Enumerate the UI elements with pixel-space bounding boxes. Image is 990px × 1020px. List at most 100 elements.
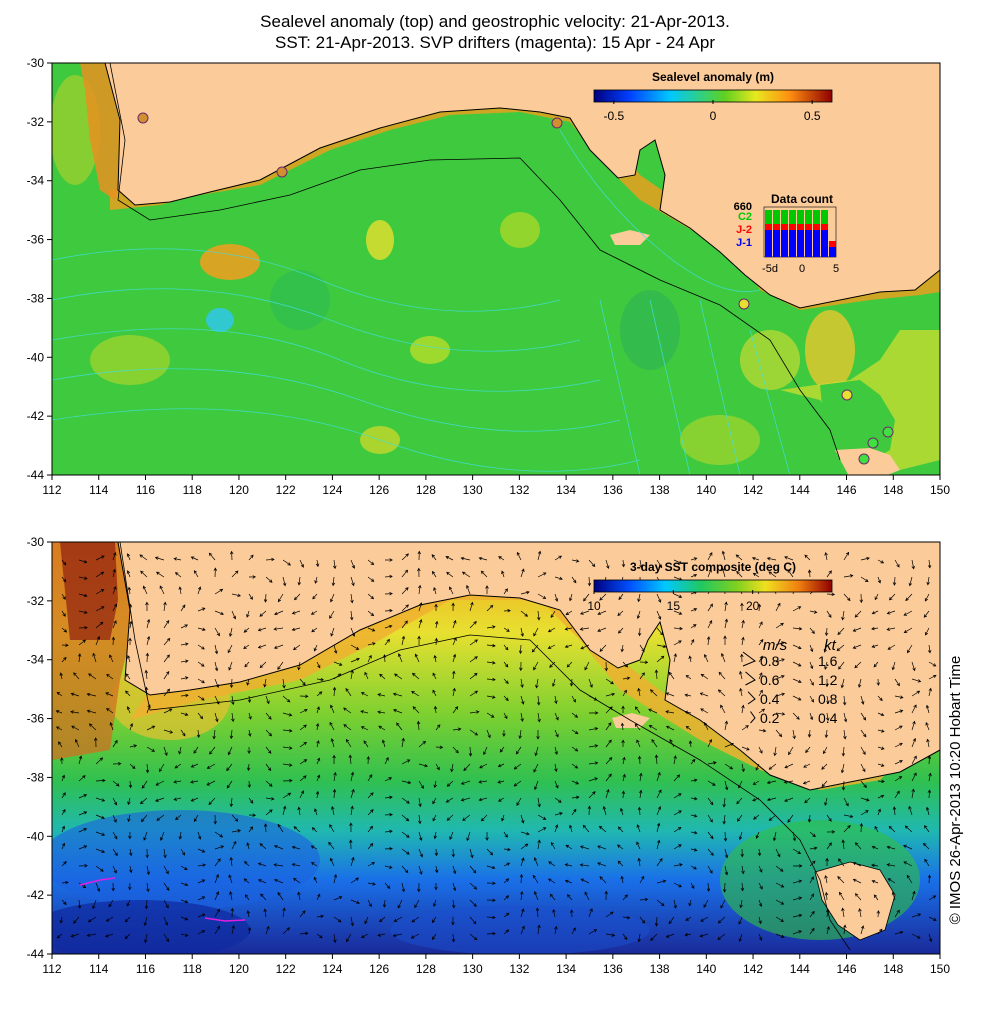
velocity-arrow: [740, 848, 744, 858]
velocity-arrow: [579, 863, 590, 867]
velocity-arrow: [690, 796, 698, 801]
velocity-arrow: [88, 673, 97, 680]
data-count-bar-j1: [821, 230, 828, 257]
sla-lon-label: 142: [743, 483, 763, 497]
velocity-arrow: [723, 831, 728, 842]
data-count-bar-j2: [773, 224, 780, 230]
velocity-arrow: [755, 831, 760, 839]
velocity-arrow: [720, 704, 726, 714]
velocity-arrow: [145, 652, 150, 663]
velocity-arrow: [78, 755, 83, 765]
velocity-arrow: [469, 899, 477, 907]
drifter-track: [79, 877, 116, 886]
sst-map: [52, 542, 940, 954]
velocity-arrow: [599, 593, 607, 601]
velocity-arrow: [411, 916, 420, 923]
velocity-arrow: [741, 865, 745, 875]
velocity-arrow: [486, 643, 496, 648]
velocity-arrow: [840, 763, 845, 774]
velocity-arrow: [246, 842, 250, 850]
velocity-arrow: [446, 780, 454, 787]
velocity-arrow: [190, 797, 199, 802]
velocity-arrow: [452, 653, 457, 663]
velocity-arrow: [316, 914, 324, 919]
velocity-arrow: [533, 763, 539, 773]
velocity-arrow: [360, 933, 369, 938]
map-title-line-1: Sealevel anomaly (top) and geostrophic v…: [260, 12, 730, 31]
velocity-arrow: [434, 603, 438, 612]
velocity-arrow: [537, 610, 541, 621]
velocity-arrow: [178, 831, 183, 840]
velocity-arrow: [92, 899, 97, 910]
velocity-arrow: [367, 809, 374, 816]
velocity-arrow: [877, 695, 883, 702]
velocity-arrow: [860, 925, 865, 935]
velocity-arrow: [277, 891, 284, 901]
velocity-arrow: [639, 789, 643, 799]
velocity-arrow: [78, 828, 88, 833]
velocity-arrow: [751, 556, 760, 561]
velocity-arrow: [214, 627, 220, 637]
velocity-arrow: [282, 712, 293, 717]
velocity-arrow: [740, 602, 744, 612]
velocity-arrow: [588, 678, 593, 688]
velocity-arrow: [775, 882, 785, 888]
velocity-arrow: [128, 603, 133, 612]
velocity-arrow: [111, 882, 115, 892]
velocity-arrow: [310, 610, 318, 615]
velocity-arrow: [451, 933, 456, 943]
velocity-arrow: [840, 678, 845, 689]
velocity-arrow: [843, 729, 847, 740]
velocity-arrow: [757, 603, 762, 612]
sst-patch: [390, 905, 650, 954]
velocity-arrow: [923, 610, 930, 618]
velocity-arrow: [214, 661, 219, 672]
velocity-arrow: [533, 627, 539, 637]
sst-lon-label: 112: [42, 962, 61, 976]
velocity-arrow: [299, 724, 307, 731]
velocity-arrow: [197, 879, 206, 884]
velocity-arrow: [688, 899, 692, 907]
velocity-arrow: [197, 678, 205, 684]
velocity-arrow: [360, 692, 369, 697]
velocity-arrow: [597, 862, 607, 867]
velocity-arrow: [263, 678, 267, 688]
velocity-arrow: [826, 830, 836, 834]
velocity-arrow: [588, 711, 599, 715]
velocity-arrow: [273, 644, 284, 649]
velocity-arrow: [345, 687, 352, 697]
velocity-arrow: [486, 931, 496, 936]
velocity-arrow: [597, 610, 607, 616]
velocity-arrow: [231, 829, 242, 833]
velocity-arrow: [434, 637, 439, 646]
velocity-arrow: [78, 845, 88, 850]
velocity-arrow: [656, 627, 664, 636]
velocity-arrow: [180, 848, 186, 856]
velocity-arrow: [842, 695, 847, 706]
sla-anomaly-blob: [206, 308, 234, 332]
velocity-arrow: [826, 610, 832, 618]
velocity-arrow: [588, 761, 599, 765]
velocity-arrow: [860, 576, 869, 582]
velocity-arrow: [823, 644, 828, 653]
velocity-arrow: [160, 831, 165, 841]
velocity-arrow: [360, 710, 369, 714]
sst-patch: [52, 810, 320, 910]
velocity-arrow: [620, 875, 624, 884]
velocity-arrow: [78, 593, 88, 598]
velocity-arrow: [460, 556, 471, 561]
velocity-arrow: [792, 864, 803, 868]
velocity-arrow: [838, 661, 845, 670]
legend-ms-value: 0.6: [760, 672, 780, 688]
velocity-arrow: [665, 725, 675, 731]
sst-map-frame: [51, 541, 941, 955]
velocity-arrow: [690, 865, 697, 870]
velocity-arrow: [792, 729, 796, 740]
velocity-arrow: [520, 908, 525, 918]
velocity-arrow: [377, 710, 386, 714]
velocity-arrow: [78, 775, 86, 782]
velocity-arrow: [877, 559, 885, 564]
velocity-arrow: [350, 644, 360, 650]
sla-lon-label: 112: [42, 483, 61, 497]
velocity-arrow: [498, 797, 505, 802]
